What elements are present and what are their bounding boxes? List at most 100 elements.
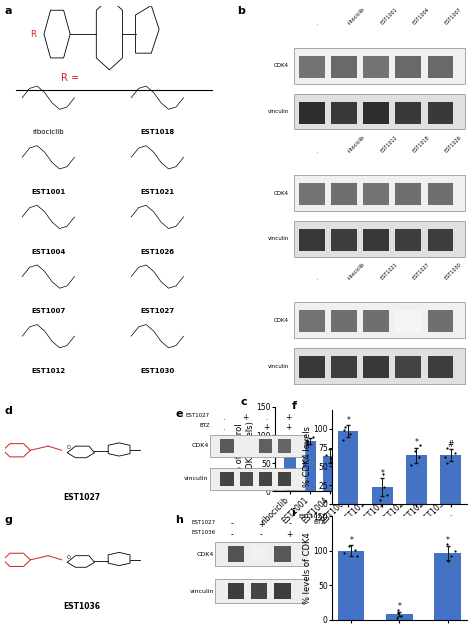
FancyBboxPatch shape bbox=[220, 472, 234, 486]
Text: EST1021: EST1021 bbox=[140, 189, 174, 195]
Text: O: O bbox=[67, 555, 71, 560]
FancyBboxPatch shape bbox=[294, 94, 465, 130]
FancyBboxPatch shape bbox=[363, 183, 389, 205]
Text: BTZ: BTZ bbox=[199, 423, 210, 428]
Bar bbox=[372, 488, 392, 504]
Text: h: h bbox=[175, 515, 183, 525]
Text: +: + bbox=[447, 515, 454, 523]
Bar bbox=[363, 432, 376, 491]
Point bbox=[309, 433, 316, 443]
Text: #: # bbox=[447, 440, 454, 449]
FancyBboxPatch shape bbox=[428, 101, 454, 123]
Text: EST1018: EST1018 bbox=[140, 130, 174, 135]
Text: +: + bbox=[285, 423, 291, 432]
Point bbox=[427, 485, 434, 495]
Text: vinculin: vinculin bbox=[268, 109, 289, 114]
Point bbox=[444, 458, 451, 468]
Point bbox=[416, 440, 424, 450]
Point bbox=[323, 449, 330, 459]
Text: EST1027: EST1027 bbox=[191, 520, 215, 525]
Point bbox=[449, 423, 456, 433]
FancyBboxPatch shape bbox=[299, 183, 325, 205]
Point bbox=[348, 436, 356, 446]
Bar bbox=[338, 551, 365, 620]
Bar bbox=[383, 428, 396, 491]
Point bbox=[288, 434, 295, 444]
Point bbox=[287, 433, 294, 443]
Point bbox=[427, 486, 434, 496]
Point bbox=[366, 428, 374, 438]
Text: c: c bbox=[241, 397, 247, 407]
Text: a: a bbox=[5, 6, 12, 16]
Text: *: * bbox=[346, 416, 350, 425]
FancyBboxPatch shape bbox=[259, 439, 272, 453]
FancyBboxPatch shape bbox=[428, 183, 454, 205]
Text: EST1012: EST1012 bbox=[31, 368, 65, 374]
Text: b: b bbox=[237, 6, 245, 16]
FancyBboxPatch shape bbox=[363, 56, 389, 78]
Text: EST1027: EST1027 bbox=[299, 515, 326, 520]
FancyBboxPatch shape bbox=[259, 472, 272, 486]
Point bbox=[441, 453, 449, 463]
FancyBboxPatch shape bbox=[395, 56, 421, 78]
Text: EST1004: EST1004 bbox=[31, 249, 65, 255]
FancyBboxPatch shape bbox=[428, 356, 454, 378]
FancyBboxPatch shape bbox=[294, 221, 465, 257]
Point bbox=[340, 435, 347, 445]
Text: vinculin: vinculin bbox=[268, 236, 289, 241]
FancyBboxPatch shape bbox=[299, 101, 325, 123]
Text: -: - bbox=[260, 530, 263, 539]
FancyBboxPatch shape bbox=[363, 356, 389, 378]
FancyBboxPatch shape bbox=[215, 580, 308, 603]
Text: EST1036: EST1036 bbox=[191, 530, 215, 535]
FancyBboxPatch shape bbox=[215, 542, 308, 566]
FancyBboxPatch shape bbox=[294, 302, 465, 338]
Y-axis label: % levels of CDK4: % levels of CDK4 bbox=[303, 532, 312, 604]
Text: EST1021: EST1021 bbox=[379, 262, 398, 280]
Text: +: + bbox=[258, 520, 264, 528]
Text: ribociclib: ribociclib bbox=[347, 134, 366, 153]
FancyBboxPatch shape bbox=[278, 472, 291, 486]
Text: EST1026: EST1026 bbox=[140, 249, 174, 255]
FancyBboxPatch shape bbox=[299, 229, 325, 251]
Bar bbox=[386, 614, 412, 620]
Point bbox=[411, 446, 419, 456]
Text: ribociclib: ribociclib bbox=[347, 262, 366, 280]
FancyBboxPatch shape bbox=[299, 356, 325, 378]
Text: +: + bbox=[263, 423, 270, 432]
Point bbox=[340, 425, 347, 435]
Point bbox=[304, 439, 311, 449]
Point bbox=[327, 457, 334, 467]
FancyBboxPatch shape bbox=[239, 439, 253, 453]
FancyBboxPatch shape bbox=[395, 310, 421, 332]
Point bbox=[405, 431, 413, 441]
Text: CDK4: CDK4 bbox=[191, 443, 209, 448]
Text: +: + bbox=[287, 530, 293, 539]
Text: .: . bbox=[222, 413, 225, 422]
Point bbox=[394, 605, 401, 615]
Text: EST1030: EST1030 bbox=[444, 262, 463, 280]
Text: -: - bbox=[415, 515, 418, 523]
Point bbox=[408, 429, 415, 439]
Text: -: - bbox=[347, 515, 349, 523]
Text: EST1027: EST1027 bbox=[411, 262, 430, 280]
Text: ribociclib: ribociclib bbox=[347, 7, 366, 26]
Y-axis label: % CDK4 levels: % CDK4 levels bbox=[303, 426, 312, 488]
FancyBboxPatch shape bbox=[331, 229, 357, 251]
Point bbox=[448, 414, 456, 424]
Text: vinculin: vinculin bbox=[190, 589, 214, 594]
Point bbox=[394, 608, 401, 618]
Point bbox=[443, 443, 451, 453]
Text: d: d bbox=[5, 406, 13, 416]
Point bbox=[365, 430, 372, 440]
FancyBboxPatch shape bbox=[299, 310, 325, 332]
Text: *: * bbox=[380, 469, 384, 478]
Text: ribociclib: ribociclib bbox=[33, 130, 64, 135]
Text: vinculin: vinculin bbox=[184, 476, 209, 481]
FancyBboxPatch shape bbox=[395, 229, 421, 251]
Text: g: g bbox=[5, 515, 13, 525]
Text: +: + bbox=[285, 413, 291, 422]
Text: EST1001: EST1001 bbox=[379, 8, 398, 26]
Point bbox=[341, 421, 349, 431]
Text: EST1027: EST1027 bbox=[140, 309, 174, 314]
